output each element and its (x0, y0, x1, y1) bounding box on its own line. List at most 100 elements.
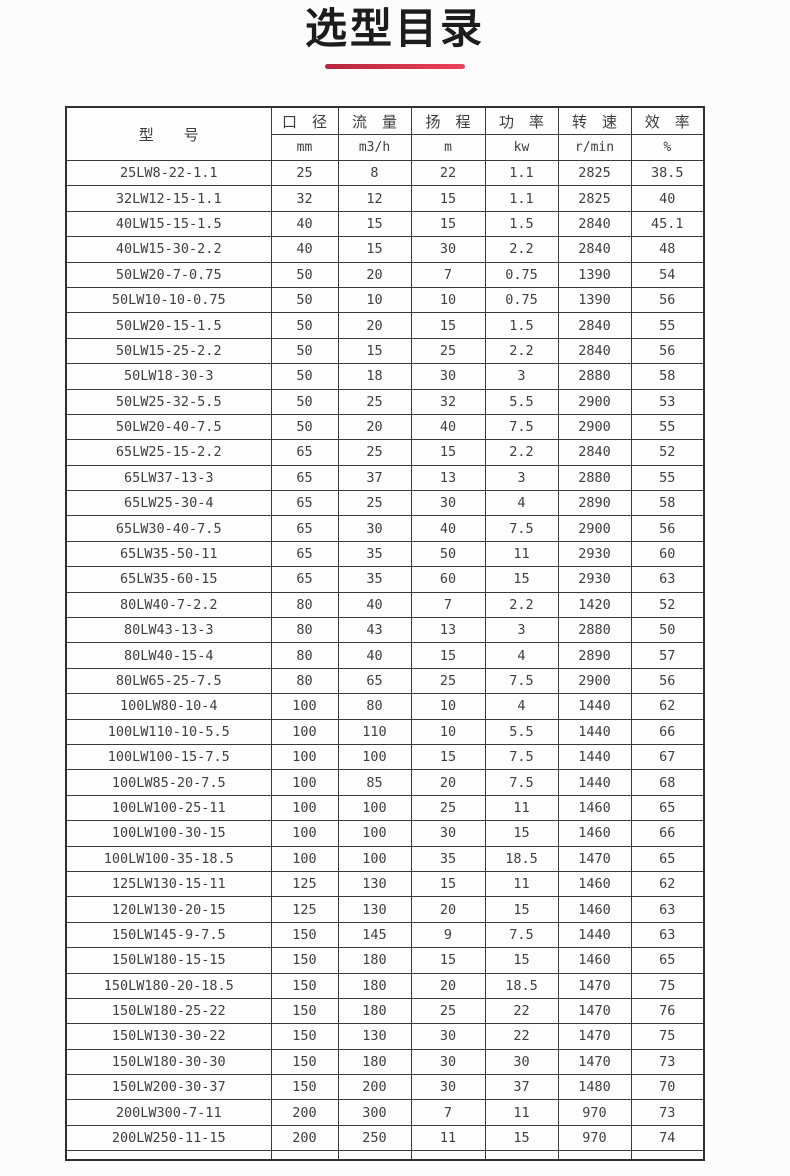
cell-model: 40LW15-30-2.2 (65, 236, 272, 263)
cell-value: 30 (337, 515, 412, 542)
cell-value: 15 (337, 210, 412, 238)
cell-value: 2.2 (484, 337, 559, 365)
cell-value: 100 (270, 845, 339, 872)
cell-value: 35 (337, 566, 412, 593)
cell-value: 100 (337, 743, 412, 771)
cell-value: 30 (410, 363, 486, 390)
cell-value: 2900 (557, 413, 632, 441)
cell-value: 52 (630, 439, 705, 466)
cell-value: 15 (410, 947, 486, 974)
cell-value: 0.75 (484, 261, 559, 288)
cell-value: 7.5 (484, 515, 559, 542)
cell-value: 20 (337, 261, 412, 288)
table-row: 50LW25-32-5.5 50 25 32 5.5 2900 53 (65, 388, 705, 415)
cell-value: 3 (484, 464, 559, 492)
header-diameter: 口 径 (270, 106, 339, 135)
cell-value: 30 (484, 1048, 559, 1076)
cell-value: 11 (484, 1099, 559, 1126)
header-flow: 流 量 (337, 106, 412, 135)
cell-value: 100 (270, 718, 339, 745)
cell-value: 1460 (557, 870, 632, 898)
cell-model: 50LW15-25-2.2 (65, 337, 272, 365)
cell-value: 1470 (557, 845, 632, 872)
cell-value: 2880 (557, 363, 632, 390)
cell-value: 125 (270, 870, 339, 898)
cell-value: 63 (630, 921, 705, 949)
cell-value: 11 (484, 794, 559, 822)
cell-value: 7 (410, 1099, 486, 1126)
cell-value: 54 (630, 261, 705, 288)
cell-value: 10 (337, 286, 412, 314)
header-label-row: 型 号 口 径 流 量 扬 程 功 率 转 速 效 率 (65, 106, 705, 161)
cell-value: 2825 (557, 159, 632, 187)
cell-value: 7.5 (484, 921, 559, 949)
table-row: 50LW20-15-1.5 50 20 15 1.5 2840 55 (65, 312, 705, 339)
cell-value: 15 (410, 210, 486, 238)
cell-value: 80 (270, 591, 339, 619)
cell-value: 1460 (557, 947, 632, 974)
cell-model: 150LW180-20-18.5 (65, 972, 272, 999)
cell-value: 100 (270, 820, 339, 847)
cell-model: 80LW43-13-3 (65, 617, 272, 644)
table-row: 100LW100-25-11 100 100 25 11 1460 65 (65, 794, 705, 822)
cell-model: 200LW300-7-11 (65, 1099, 272, 1126)
cell-value: 1470 (557, 972, 632, 999)
cell-value: 15 (484, 566, 559, 593)
header-unit-row: mm m3/h m kw r/min % (66, 134, 705, 161)
unit-speed: r/min (557, 134, 632, 161)
cell-value: 2900 (557, 667, 632, 695)
table-body: 25LW8-22-1.1 25 8 22 1.1 2825 38.5 32LW12-15-1.… (65, 159, 705, 1152)
cell-value: 15 (410, 743, 486, 771)
table-row: 150LW130-30-22 150 130 30 22 1470 75 (65, 1023, 705, 1050)
cell-value: 67 (630, 743, 705, 771)
cell-value: 65 (630, 845, 705, 872)
table-row: 120LW130-20-15 125 130 20 15 1460 63 (65, 896, 705, 923)
cell-value: 80 (270, 667, 339, 695)
cell-value: 56 (630, 286, 705, 314)
cell-value: 150 (270, 921, 339, 949)
table-row: 65LW35-60-15 65 35 60 15 2930 63 (65, 566, 705, 593)
cell-value: 2890 (557, 490, 632, 517)
cell-model: 50LW20-7-0.75 (65, 261, 272, 288)
cell-value: 32 (410, 388, 486, 415)
cell-value: 20 (410, 896, 486, 923)
cell-value: 58 (630, 363, 705, 390)
cell-value: 25 (337, 388, 412, 415)
cell-value: 1460 (557, 896, 632, 923)
cell-value: 2890 (557, 642, 632, 669)
cell-value: 25 (410, 794, 486, 822)
cell-value: 45.1 (630, 210, 705, 238)
cell-value: 18 (337, 363, 412, 390)
cell-value: 9 (410, 921, 486, 949)
cell-value: 5.5 (484, 718, 559, 745)
cell-model: 65LW25-15-2.2 (65, 439, 272, 466)
cell-value: 40 (270, 236, 339, 263)
cell-value: 65 (270, 515, 339, 542)
cell-value: 60 (410, 566, 486, 593)
cell-value: 18.5 (484, 972, 559, 999)
cell-value: 970 (557, 1124, 632, 1152)
cell-value: 25 (410, 667, 486, 695)
cell-value: 22 (484, 1023, 559, 1050)
cell-value: 30 (410, 1074, 486, 1101)
cell-value: 66 (630, 820, 705, 847)
cell-value: 15 (410, 312, 486, 339)
table-row: 100LW80-10-4 100 80 10 4 1440 62 (65, 693, 705, 720)
header-speed: 转 速 (557, 106, 632, 135)
cell-value: 100 (270, 693, 339, 720)
cell-value: 56 (630, 667, 705, 695)
cell-value: 1440 (557, 693, 632, 720)
cell-value: 50 (270, 261, 339, 288)
cell-value: 63 (630, 896, 705, 923)
cell-value: 150 (270, 997, 339, 1025)
cell-value: 1440 (557, 921, 632, 949)
cell-value: 30 (410, 1023, 486, 1050)
cell-value: 43 (337, 617, 412, 644)
cell-value: 13 (410, 464, 486, 492)
cell-value: 1.5 (484, 312, 559, 339)
cell-value: 7 (410, 591, 486, 619)
cell-value: 15 (410, 870, 486, 898)
table-row: 150LW180-20-18.5 150 180 20 18.5 1470 75 (65, 972, 705, 999)
cell-value: 7 (410, 261, 486, 288)
cell-value: 1440 (557, 743, 632, 771)
